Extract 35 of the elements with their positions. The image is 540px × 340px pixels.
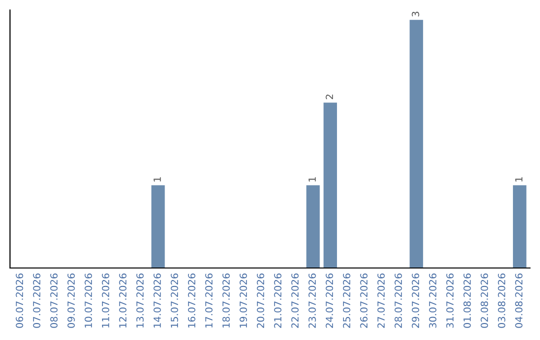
x-tick-label: 13.07.2026 (136, 273, 144, 328)
x-tick-label: 21.07.2026 (274, 273, 282, 328)
x-tick-label: 08.07.2026 (50, 273, 58, 328)
x-tick-label: 28.07.2026 (394, 273, 402, 328)
x-tick-label: 24.07.2026 (326, 273, 334, 328)
x-tick-label: 01.08.2026 (463, 273, 471, 328)
x-tick-label: 09.07.2026 (67, 273, 75, 328)
x-tick-label: 20.07.2026 (256, 273, 264, 328)
x-tick-label: 15.07.2026 (170, 273, 178, 328)
x-tick-label: 30.07.2026 (429, 273, 436, 328)
data-label: 1 (515, 177, 522, 182)
x-tick-label: 27.07.2026 (377, 273, 385, 328)
x-tick-label: 25.07.2026 (342, 273, 350, 328)
data-label: 2 (326, 94, 333, 100)
x-tick-label: 02.08.2026 (480, 273, 488, 328)
data-label: 1 (308, 177, 316, 182)
x-tick-label: 11.07.2026 (102, 273, 110, 328)
x-tick-label: 17.07.2026 (205, 273, 213, 328)
x-tick-label: 26.07.2026 (360, 273, 368, 328)
data-label: 3 (412, 12, 420, 16)
x-tick-label: 29.07.2026 (412, 273, 420, 328)
x-tick-label: 14.07.2026 (154, 273, 161, 328)
x-tick-label: 03.08.2026 (498, 273, 506, 328)
x-tick-label: 12.07.2026 (119, 273, 126, 328)
x-tick-label: 31.07.2026 (446, 273, 454, 328)
x-tick-label: 07.07.2026 (33, 273, 40, 328)
x-tick-label: 06.07.2026 (16, 273, 24, 328)
x-tick-label: 04.08.2026 (515, 273, 522, 328)
x-tick-label: 16.07.2026 (188, 273, 196, 328)
x-tick-label: 22.07.2026 (291, 273, 299, 328)
x-tick-label: 18.07.2026 (222, 273, 230, 328)
x-tick-label: 23.07.2026 (308, 273, 316, 328)
data-label: 1 (154, 177, 161, 182)
x-tick-label: 19.07.2026 (240, 273, 247, 328)
x-tick-label: 10.07.2026 (84, 273, 92, 328)
